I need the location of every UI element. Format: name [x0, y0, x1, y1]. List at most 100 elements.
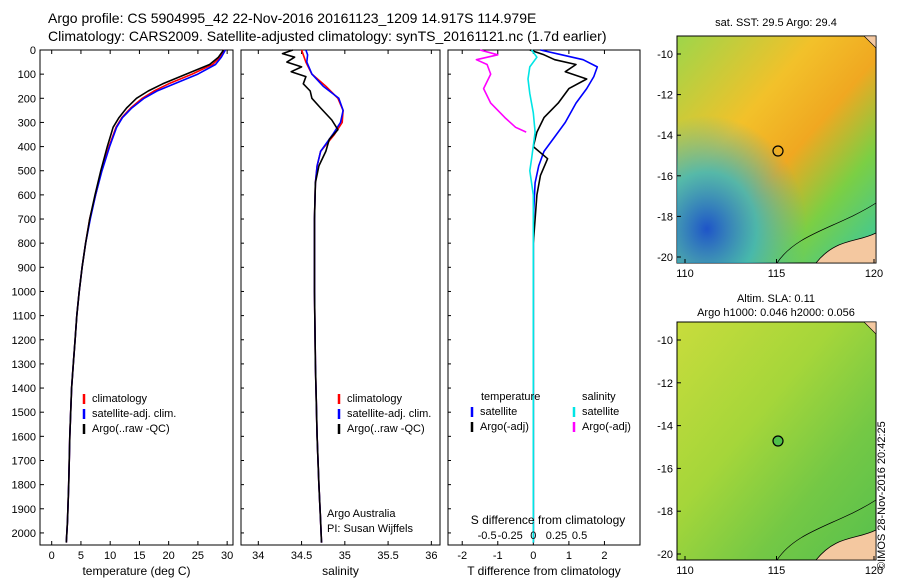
map-x-tick-label: 115: [768, 565, 786, 577]
series-line-climatology: [300, 49, 344, 543]
plot-title-line1: Argo profile: CS 5904995_42 22-Nov-2016 …: [48, 10, 537, 26]
legend-label: Argo(-adj): [480, 421, 529, 433]
sla-map-land-north: [863, 321, 877, 335]
sst-map-land-north: [863, 35, 877, 49]
sst-map-title: sat. SST: 29.5 Argo: 29.4: [715, 17, 837, 29]
map-y-tick-label: -12: [657, 90, 673, 102]
map-x-tick-label: 115: [768, 268, 786, 280]
y-tick-label: 1900: [12, 504, 36, 516]
y-tick-label: 0: [30, 45, 36, 57]
x-tick-label: 34.5: [291, 550, 312, 562]
legend-label: climatology: [347, 393, 403, 405]
x-tick-label: 34: [252, 550, 264, 562]
map-x-tick-label: 110: [676, 565, 694, 577]
series-line-temperature-argo: [529, 49, 588, 543]
y-tick-label: 1600: [12, 431, 36, 443]
y-tick-label: 900: [18, 262, 36, 274]
argo-position-marker: [772, 145, 784, 157]
series-line-satellite-adj-clim-: [65, 49, 227, 543]
x-tick-label: 30: [221, 550, 233, 562]
s-tick-label: -0.25: [498, 530, 523, 542]
x-tick-label: 20: [163, 550, 175, 562]
map-y-tick-label: -18: [657, 211, 673, 223]
x-tick-label: 2: [601, 550, 607, 562]
map-x-tick-label: 110: [676, 268, 694, 280]
sst-map-area: [676, 35, 877, 264]
x-tick-label: 5: [78, 550, 84, 562]
panel-frame: [240, 49, 441, 546]
map-y-tick-label: -20: [657, 252, 673, 264]
legend-label: Argo(-adj): [582, 421, 631, 433]
x-tick-label: 0: [530, 550, 536, 562]
s-tick-label: 0: [530, 530, 536, 542]
x-tick-label: 10: [104, 550, 116, 562]
legend-label: satellite: [582, 406, 619, 418]
x-axis-label: salinity: [322, 564, 359, 578]
y-tick-label: 400: [18, 142, 36, 154]
x-tick-label: 1: [566, 550, 572, 562]
map-y-tick-label: -18: [657, 506, 673, 518]
y-tick-label: 1500: [12, 407, 36, 419]
map-y-tick-label: -12: [657, 378, 673, 390]
map-x-tick-label: 120: [865, 268, 883, 280]
plot-title-line2: Climatology: CARS2009. Satellite-adjuste…: [48, 28, 607, 44]
y-tick-label: 1200: [12, 335, 36, 347]
s-tick-label: 0.25: [546, 530, 567, 542]
sla-map-subtitle: Argo h1000: 0.046 h2000: 0.056: [697, 307, 855, 319]
series-line-satellite-adj-clim-: [305, 49, 344, 543]
map-y-tick-label: -16: [657, 171, 673, 183]
panel-frame: [447, 49, 641, 546]
series-line-salinity-satellite: [527, 49, 538, 543]
s-tick-label: 0.5: [572, 530, 587, 542]
map-y-tick-label: -14: [657, 130, 673, 142]
y-tick-label: 300: [18, 117, 36, 129]
y-tick-label: 500: [18, 166, 36, 178]
x-tick-label: -1: [493, 550, 503, 562]
legend-label: satellite-adj. clim.: [347, 408, 431, 420]
argo-australia-label: Argo Australia: [327, 508, 396, 520]
y-tick-label: 600: [18, 190, 36, 202]
y-tick-label: 100: [18, 69, 36, 81]
series-line-argo-raw-qc-: [65, 49, 225, 543]
legend-label: climatology: [92, 393, 148, 405]
y-tick-label: 1100: [12, 311, 36, 323]
sst-map-cold-water: [677, 36, 876, 263]
y-tick-label: 1700: [12, 455, 36, 467]
y-tick-label: 1400: [12, 383, 36, 395]
x-tick-label: 0: [49, 550, 55, 562]
x-tick-label: 25: [192, 550, 204, 562]
y-tick-label: 700: [18, 214, 36, 226]
sla-map-depth-contour: [776, 499, 877, 561]
x-axis-label: temperature (deg C): [82, 564, 190, 578]
x-tick-label: 35.5: [377, 550, 398, 562]
x-tick-label: 35: [339, 550, 351, 562]
legend-label: satellite: [480, 406, 517, 418]
series-line-climatology: [65, 49, 225, 543]
x-tick-label: -2: [457, 550, 467, 562]
sst-map-depth-contour: [776, 202, 877, 264]
sst-map-land: [815, 232, 877, 264]
sla-map-area: [676, 321, 877, 561]
copyright-timestamp: ©IMOS 28-Nov-2016 20:42:25: [876, 421, 888, 570]
map-y-tick-label: -10: [657, 335, 673, 347]
legend-title-salinity: salinity: [582, 391, 616, 403]
map-y-tick-label: -14: [657, 421, 673, 433]
series-line-argo-raw-qc-: [281, 49, 339, 543]
x-axis-label-top: S difference from climatology: [471, 513, 626, 527]
x-tick-label: 15: [133, 550, 145, 562]
legend-label: Argo(..raw -QC): [92, 423, 170, 435]
map-y-tick-label: -16: [657, 463, 673, 475]
sla-map-land: [815, 529, 877, 561]
map-y-tick-label: -10: [657, 49, 673, 61]
panel-frame: [39, 49, 234, 546]
x-tick-label: 36: [425, 550, 437, 562]
series-line-salinity-argo: [475, 49, 527, 133]
y-tick-label: 1000: [12, 286, 36, 298]
legend-label: satellite-adj. clim.: [92, 408, 176, 420]
argo-position-marker: [772, 435, 784, 447]
legend-label: Argo(..raw -QC): [347, 423, 425, 435]
sla-map-title: Altim. SLA: 0.11: [737, 293, 815, 305]
series-line-temperature-satellite: [532, 49, 599, 543]
y-tick-label: 800: [18, 238, 36, 250]
